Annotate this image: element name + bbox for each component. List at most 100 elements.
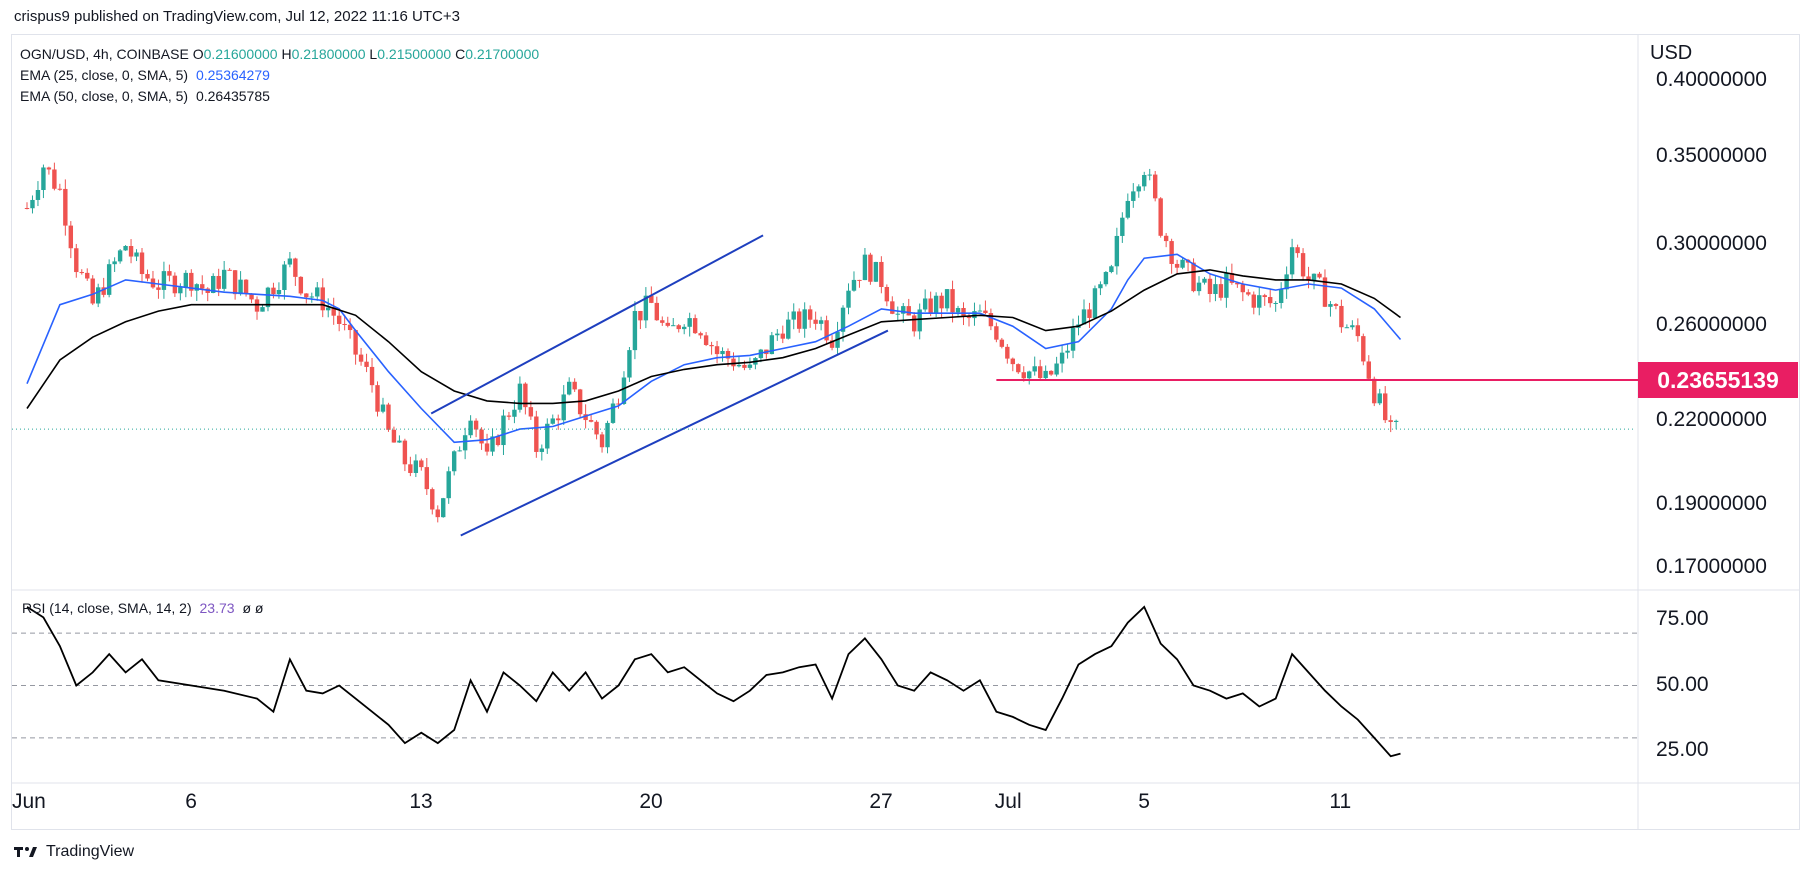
candle-body bbox=[786, 319, 791, 339]
candle-body bbox=[583, 414, 588, 421]
candle-body bbox=[599, 434, 605, 448]
candle-body bbox=[85, 272, 90, 279]
candle-body bbox=[627, 350, 632, 378]
candle-body bbox=[331, 307, 336, 316]
footer-brand[interactable]: TradingView bbox=[14, 843, 134, 861]
rsi-tick-label: 25.00 bbox=[1656, 738, 1709, 761]
candle-body bbox=[972, 311, 977, 319]
time-tick-label: 27 bbox=[869, 790, 893, 813]
candle-body bbox=[391, 429, 397, 443]
candle-body bbox=[802, 309, 807, 329]
candle-body bbox=[1273, 302, 1278, 304]
candle-body bbox=[1142, 175, 1147, 187]
candle-body bbox=[539, 448, 545, 452]
candle-body bbox=[117, 250, 123, 262]
candle-body bbox=[824, 320, 829, 341]
candle-body bbox=[1043, 370, 1048, 379]
candle-body bbox=[1262, 295, 1267, 298]
candle-body bbox=[1295, 247, 1300, 254]
candle-body bbox=[238, 279, 243, 295]
candle-body bbox=[506, 415, 512, 417]
candle-body bbox=[1114, 235, 1120, 267]
candle-body bbox=[977, 310, 983, 312]
candle-body bbox=[90, 278, 95, 304]
candle-body bbox=[364, 361, 369, 367]
candle-body bbox=[1372, 378, 1377, 404]
candle-body bbox=[1213, 284, 1218, 295]
candle-body bbox=[654, 302, 660, 321]
candle-body bbox=[457, 450, 462, 452]
price-tick-label: 0.17000000 bbox=[1656, 555, 1767, 578]
candle-body bbox=[1268, 297, 1273, 304]
price-tick-label: 0.35000000 bbox=[1656, 143, 1767, 167]
candle-body bbox=[632, 310, 638, 351]
legend-ema25-row[interactable]: EMA (25, close, 0, SMA, 5) 0.25364279 bbox=[20, 65, 539, 86]
rsi-extra: ø ø bbox=[242, 600, 264, 616]
candle-body bbox=[780, 333, 785, 339]
candle-body bbox=[731, 358, 736, 367]
candle-body bbox=[276, 289, 282, 295]
ohlc-key: L bbox=[365, 46, 378, 62]
candle-body bbox=[901, 306, 906, 314]
candle-body bbox=[862, 254, 868, 281]
candle-body bbox=[556, 418, 561, 421]
candle-body bbox=[1098, 284, 1103, 289]
legend-ema50-label: EMA (50, close, 0, SMA, 5) bbox=[20, 88, 189, 104]
rsi-label: RSI (14, close, SMA, 14, 2) bbox=[22, 600, 192, 616]
candle-body bbox=[660, 320, 665, 323]
candle-body bbox=[879, 261, 884, 287]
candle-body bbox=[933, 295, 939, 314]
channel-lower-line bbox=[460, 329, 889, 537]
candle-body bbox=[1191, 262, 1196, 292]
candle-body bbox=[320, 287, 325, 311]
candle-body bbox=[57, 188, 63, 190]
candle-body bbox=[441, 498, 446, 518]
candle-body bbox=[167, 271, 172, 276]
candle-body bbox=[95, 287, 101, 304]
candle-body bbox=[517, 383, 523, 410]
candle-body bbox=[178, 287, 183, 294]
candle-body bbox=[479, 429, 484, 444]
candle-body bbox=[649, 295, 654, 303]
candle-body bbox=[1355, 325, 1361, 337]
candle-body bbox=[1240, 284, 1246, 293]
candle-body bbox=[402, 440, 408, 465]
candle-body bbox=[610, 403, 616, 423]
candle-body bbox=[1059, 352, 1065, 364]
candle-body bbox=[336, 315, 342, 324]
candle-body bbox=[134, 252, 139, 257]
time-tick-label: 13 bbox=[409, 790, 433, 813]
ema50-line bbox=[26, 269, 1401, 409]
candle-body bbox=[638, 310, 643, 321]
candle-body bbox=[35, 190, 41, 200]
legend-symbol-row: OGN/USD, 4h, COINBASE O0.21600000 H0.218… bbox=[20, 44, 539, 65]
candle-body bbox=[232, 270, 238, 295]
price-tick-label: 0.22000000 bbox=[1656, 408, 1767, 432]
candle-body bbox=[380, 404, 386, 412]
candle-body bbox=[156, 287, 161, 290]
time-tick-label: Jun bbox=[12, 790, 46, 813]
candle-body bbox=[709, 345, 714, 347]
candle-body bbox=[501, 415, 506, 446]
ohlc-value: 0.21500000 bbox=[377, 46, 452, 62]
candle-body bbox=[123, 246, 128, 251]
candle-body bbox=[950, 289, 955, 313]
legend-symbol[interactable]: OGN/USD, 4h, COINBASE bbox=[20, 46, 189, 62]
candle-body bbox=[468, 420, 473, 436]
candle-body bbox=[145, 274, 150, 279]
candle-body bbox=[1246, 292, 1251, 295]
candle-body bbox=[473, 420, 479, 430]
candle-body bbox=[561, 394, 566, 421]
legend-ema50-row[interactable]: EMA (50, close, 0, SMA, 5) 0.26435785 bbox=[20, 86, 539, 107]
candle-body bbox=[1339, 305, 1344, 328]
rsi-legend[interactable]: RSI (14, close, SMA, 14, 2) 23.73 ø ø bbox=[22, 600, 263, 616]
candle-body bbox=[966, 316, 972, 319]
candle-body bbox=[682, 326, 687, 330]
price-tick-label: 0.19000000 bbox=[1656, 491, 1767, 515]
ohlc-value: 0.21600000 bbox=[203, 46, 278, 62]
candle-body bbox=[912, 315, 917, 332]
candle-body bbox=[999, 339, 1005, 347]
candle-body bbox=[1120, 217, 1125, 236]
candle-body bbox=[906, 306, 911, 316]
